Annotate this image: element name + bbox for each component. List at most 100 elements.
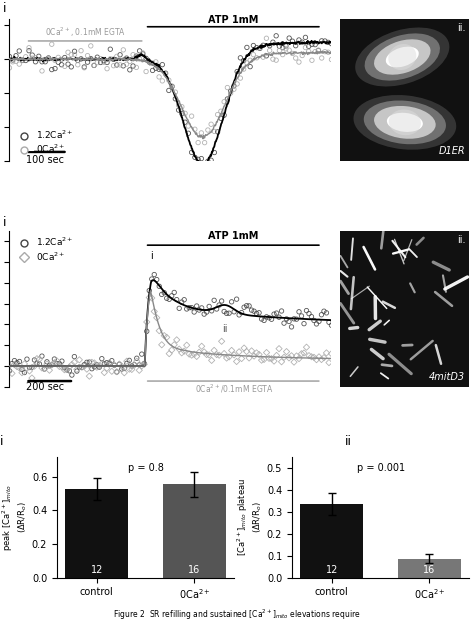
- Point: [36, 354, 43, 364]
- Text: 0Ca$^{2+}$, 0.1mM EGTA: 0Ca$^{2+}$, 0.1mM EGTA: [45, 25, 126, 39]
- Point: [152, 63, 160, 73]
- Point: [310, 352, 318, 362]
- Point: [113, 367, 120, 377]
- Point: [240, 56, 247, 66]
- Point: [84, 57, 91, 67]
- Point: [299, 50, 306, 60]
- Point: [41, 55, 49, 65]
- Point: [300, 319, 308, 329]
- Point: [301, 43, 309, 53]
- Point: [97, 53, 104, 63]
- Point: [217, 106, 225, 116]
- Point: [213, 304, 220, 314]
- Point: [168, 81, 176, 91]
- Point: [81, 62, 88, 72]
- Point: [292, 41, 300, 51]
- Point: [64, 47, 72, 57]
- Text: 100 sec: 100 sec: [26, 155, 64, 165]
- Point: [185, 349, 193, 359]
- Point: [273, 31, 280, 41]
- Point: [81, 360, 88, 369]
- Point: [107, 54, 114, 64]
- Point: [278, 357, 285, 367]
- Point: [58, 362, 66, 372]
- Point: [230, 84, 237, 94]
- Point: [160, 288, 168, 297]
- Point: [113, 367, 120, 377]
- Point: [160, 330, 168, 340]
- Point: [41, 363, 48, 373]
- Point: [225, 352, 233, 362]
- Point: [218, 337, 226, 347]
- Point: [191, 307, 198, 317]
- Point: [22, 55, 29, 65]
- Point: [110, 61, 118, 71]
- Point: [83, 364, 91, 374]
- Point: [240, 64, 247, 74]
- Point: [223, 353, 230, 363]
- Point: [324, 47, 332, 57]
- Point: [215, 300, 223, 310]
- Text: ii: ii: [345, 435, 352, 448]
- Point: [136, 360, 143, 370]
- Point: [220, 111, 228, 120]
- Point: [21, 368, 28, 378]
- Point: [285, 45, 293, 55]
- Point: [18, 55, 26, 65]
- Point: [146, 57, 153, 67]
- Point: [81, 63, 88, 73]
- Point: [12, 51, 20, 61]
- Point: [210, 127, 218, 137]
- Point: [165, 294, 173, 304]
- Point: [240, 302, 248, 312]
- Ellipse shape: [386, 47, 419, 67]
- Point: [139, 48, 146, 58]
- Point: [178, 297, 185, 307]
- Point: [38, 66, 46, 76]
- Point: [194, 155, 202, 165]
- Point: [230, 81, 237, 91]
- Point: [237, 53, 244, 63]
- Point: [84, 51, 91, 61]
- Point: [128, 361, 136, 371]
- Ellipse shape: [364, 101, 446, 144]
- Point: [213, 350, 220, 360]
- Point: [118, 364, 126, 374]
- Point: [293, 314, 301, 324]
- Text: p = 0.001: p = 0.001: [356, 463, 405, 473]
- Point: [295, 35, 303, 45]
- Point: [140, 360, 148, 369]
- Point: [256, 43, 264, 53]
- Point: [250, 40, 257, 50]
- Point: [293, 351, 301, 361]
- Point: [120, 363, 128, 373]
- Point: [283, 314, 290, 324]
- Point: [65, 362, 73, 372]
- Point: [123, 53, 130, 63]
- Point: [51, 354, 58, 364]
- Point: [240, 343, 248, 353]
- Point: [273, 55, 280, 65]
- Point: [328, 320, 335, 330]
- Text: i: i: [150, 251, 153, 261]
- Point: [237, 73, 244, 83]
- Point: [325, 317, 333, 327]
- Point: [11, 356, 18, 366]
- Point: [153, 274, 161, 284]
- Point: [28, 373, 36, 383]
- Point: [320, 306, 328, 316]
- Point: [168, 81, 176, 91]
- Point: [113, 60, 120, 70]
- Point: [133, 353, 141, 363]
- Point: [126, 364, 133, 374]
- Point: [142, 53, 150, 63]
- Point: [140, 358, 148, 368]
- Point: [201, 138, 209, 148]
- Point: [171, 288, 178, 297]
- Point: [116, 60, 124, 70]
- Point: [28, 50, 36, 60]
- Point: [46, 361, 53, 371]
- Point: [288, 322, 295, 332]
- Point: [146, 286, 153, 296]
- Text: 12: 12: [326, 565, 338, 575]
